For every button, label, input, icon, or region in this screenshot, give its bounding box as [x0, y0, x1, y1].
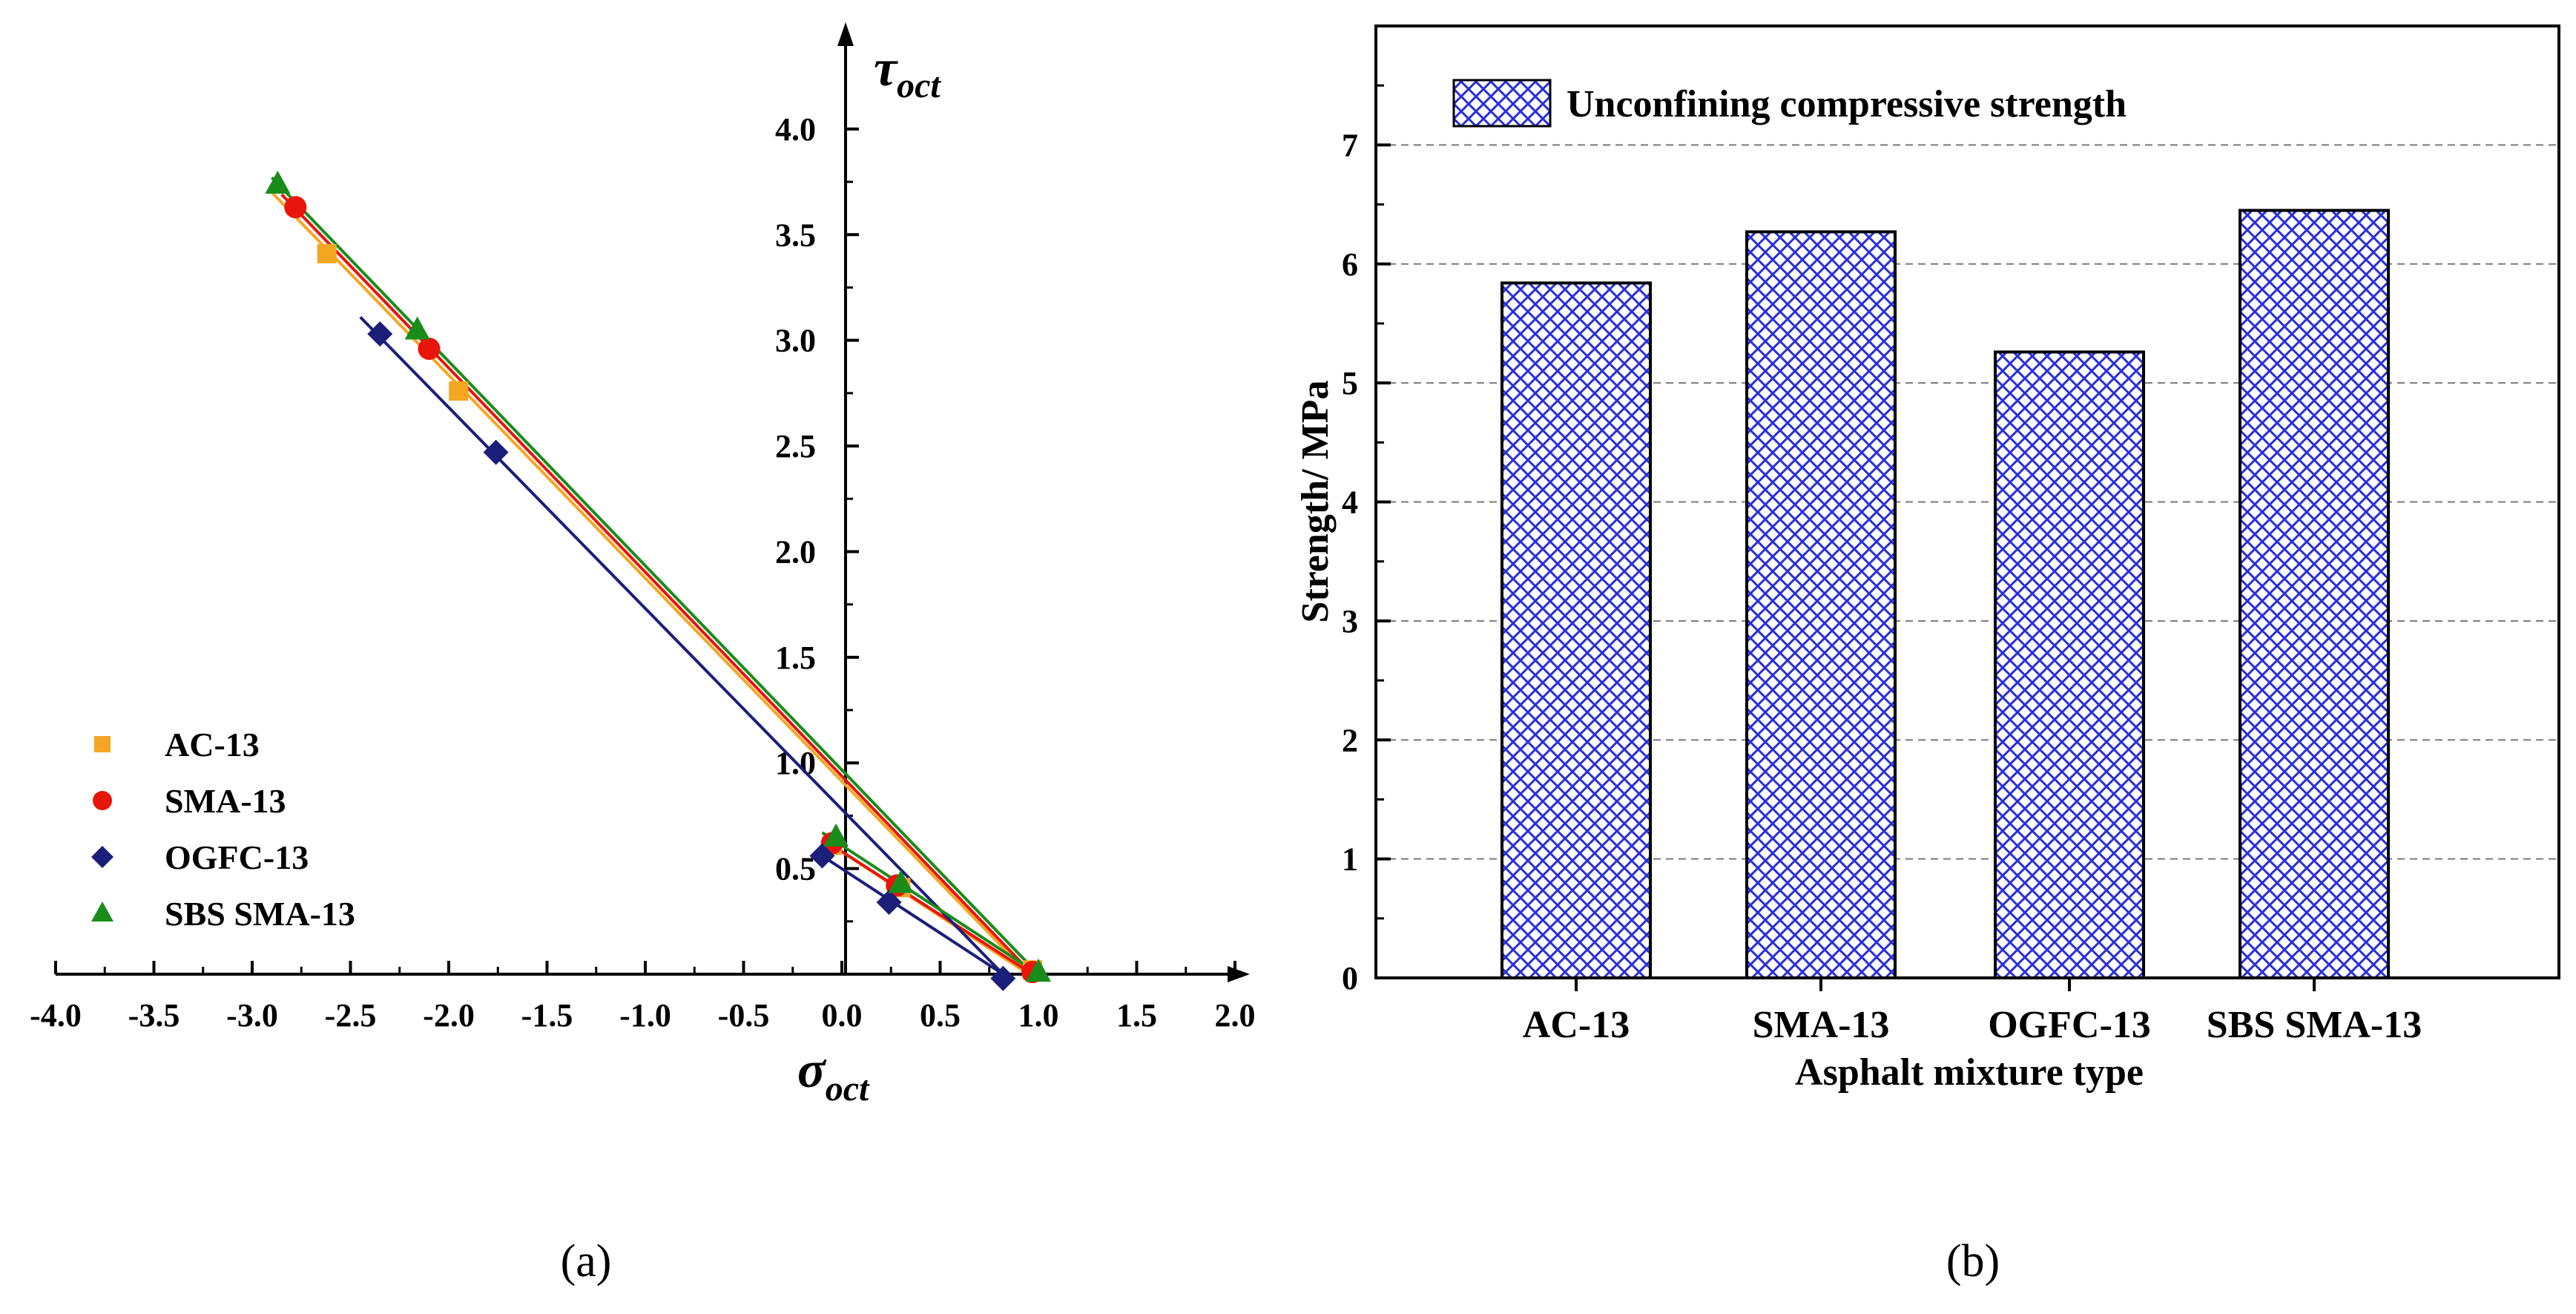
x-tick-label: -0.5 — [718, 997, 770, 1034]
y-tick-label: 5 — [1342, 365, 1358, 401]
data-point — [317, 243, 337, 263]
y-tick-label: 1.5 — [775, 640, 816, 676]
data-point — [876, 890, 902, 916]
legend-label: OGFC-13 — [165, 838, 309, 876]
x-axis-arrow — [1228, 966, 1250, 982]
legend: AC-13 SMA-13 OGFC-13 SBS SMA-13 — [91, 726, 355, 933]
data-point — [1026, 959, 1051, 982]
data-point — [265, 170, 291, 194]
legend-marker — [91, 846, 113, 868]
fit-line — [280, 193, 1034, 976]
x-tick-label: -1.0 — [619, 997, 671, 1034]
data-points — [265, 170, 1051, 991]
data-point — [449, 381, 469, 401]
legend-marker — [91, 901, 113, 922]
y-tick-label: 2.5 — [775, 428, 816, 464]
data-point — [809, 843, 835, 869]
y-tick-label: 4.0 — [775, 111, 816, 148]
bar — [1501, 281, 1652, 980]
bar — [1745, 230, 1897, 980]
legend-label: SBS SMA-13 — [165, 895, 355, 933]
y-tick-label: 7 — [1342, 127, 1358, 163]
x-tick-label: -3.0 — [226, 997, 278, 1034]
y-tick-label: 3.0 — [775, 323, 816, 359]
data-point — [483, 439, 509, 465]
x-tick-label: SMA-13 — [1753, 1004, 1890, 1046]
y-tick-label: 4 — [1342, 484, 1358, 521]
legend-marker — [94, 736, 111, 752]
data-point — [418, 338, 441, 361]
bar — [1994, 350, 2145, 979]
x-axis-label: Asphalt mixture type — [1795, 1051, 2144, 1094]
x-tick-label: 0.0 — [822, 997, 863, 1034]
fit-line — [821, 838, 1034, 976]
x-tick-label: 1.5 — [1116, 997, 1157, 1034]
data-point — [990, 965, 1016, 991]
y-tick-group: 0.51.01.52.02.53.03.54.0 — [775, 111, 859, 923]
y-tick-group: 0 1 2 3 4 5 6 7 — [1342, 84, 1391, 996]
x-tick-label: 1.0 — [1018, 997, 1059, 1034]
x-tick-label: SBS SMA-13 — [2207, 1004, 2422, 1046]
fit-line — [271, 191, 1030, 976]
y-tick-label: 3 — [1342, 603, 1358, 640]
data-point — [888, 870, 914, 893]
x-tick-group: -4.0 -3.5 -3.0 -2.5 -2.0 -1.5 -1.0 -0.5 0.0 0.5 1.… — [30, 961, 1256, 1034]
bars — [1501, 208, 2390, 980]
y-tick-label: 0.5 — [775, 851, 816, 887]
x-tick-label: -1.5 — [521, 997, 573, 1034]
x-tick-label: -4.0 — [30, 997, 82, 1034]
legend-label: AC-13 — [165, 726, 260, 763]
x-tick-label: -2.0 — [423, 997, 475, 1034]
y-tick-label: 6 — [1342, 246, 1358, 283]
bar-panel: 0 1 2 3 4 5 6 7 AC-13 SMA-13 OGFC-13 SBS SMA-13 Un… — [1294, 24, 2560, 1287]
x-tick-label: 0.5 — [920, 997, 961, 1034]
x-tick-label: AC-13 — [1523, 1004, 1630, 1046]
data-point — [284, 196, 307, 219]
data-point — [823, 823, 849, 847]
fit-lines — [271, 177, 1040, 976]
legend-label: SMA-13 — [165, 782, 286, 820]
y-axis-label: τoct — [874, 40, 941, 105]
fit-line — [821, 854, 1004, 976]
bar — [2239, 208, 2390, 979]
panel-a-caption: (a) — [561, 1236, 612, 1287]
x-tick-label: -3.5 — [128, 997, 180, 1034]
y-tick-label: 2 — [1342, 722, 1358, 758]
fit-line — [271, 177, 1040, 976]
legend-label: Unconfining compressive strength — [1567, 83, 2127, 125]
scatter-panel: -4.0 -3.5 -3.0 -2.5 -2.0 -1.5 -1.0 -0.5 0.0 0.5 1.… — [30, 22, 1256, 1287]
y-tick-label: 0 — [1342, 960, 1358, 996]
y-tick-label: 1 — [1342, 841, 1358, 878]
y-axis-arrow — [837, 22, 854, 46]
data-point — [367, 321, 393, 347]
x-axis-label: σoct — [797, 1042, 870, 1108]
fit-line — [821, 831, 1040, 976]
x-tick-label: OGFC-13 — [1988, 1004, 2151, 1046]
y-tick-label: 3.5 — [775, 217, 816, 253]
data-point — [404, 316, 430, 340]
panel-b-caption: (b) — [1946, 1236, 2000, 1287]
y-axis-label: Strength/ MPa — [1294, 381, 1337, 623]
legend-marker — [93, 791, 112, 810]
legend-swatch — [1452, 79, 1552, 128]
fit-line — [359, 315, 1004, 976]
x-tick-group: AC-13 SMA-13 OGFC-13 SBS SMA-13 — [1523, 978, 2422, 1046]
y-tick-label: 2.0 — [775, 533, 816, 570]
x-tick-label: -2.5 — [325, 997, 377, 1034]
x-tick-label: 2.0 — [1215, 997, 1256, 1034]
